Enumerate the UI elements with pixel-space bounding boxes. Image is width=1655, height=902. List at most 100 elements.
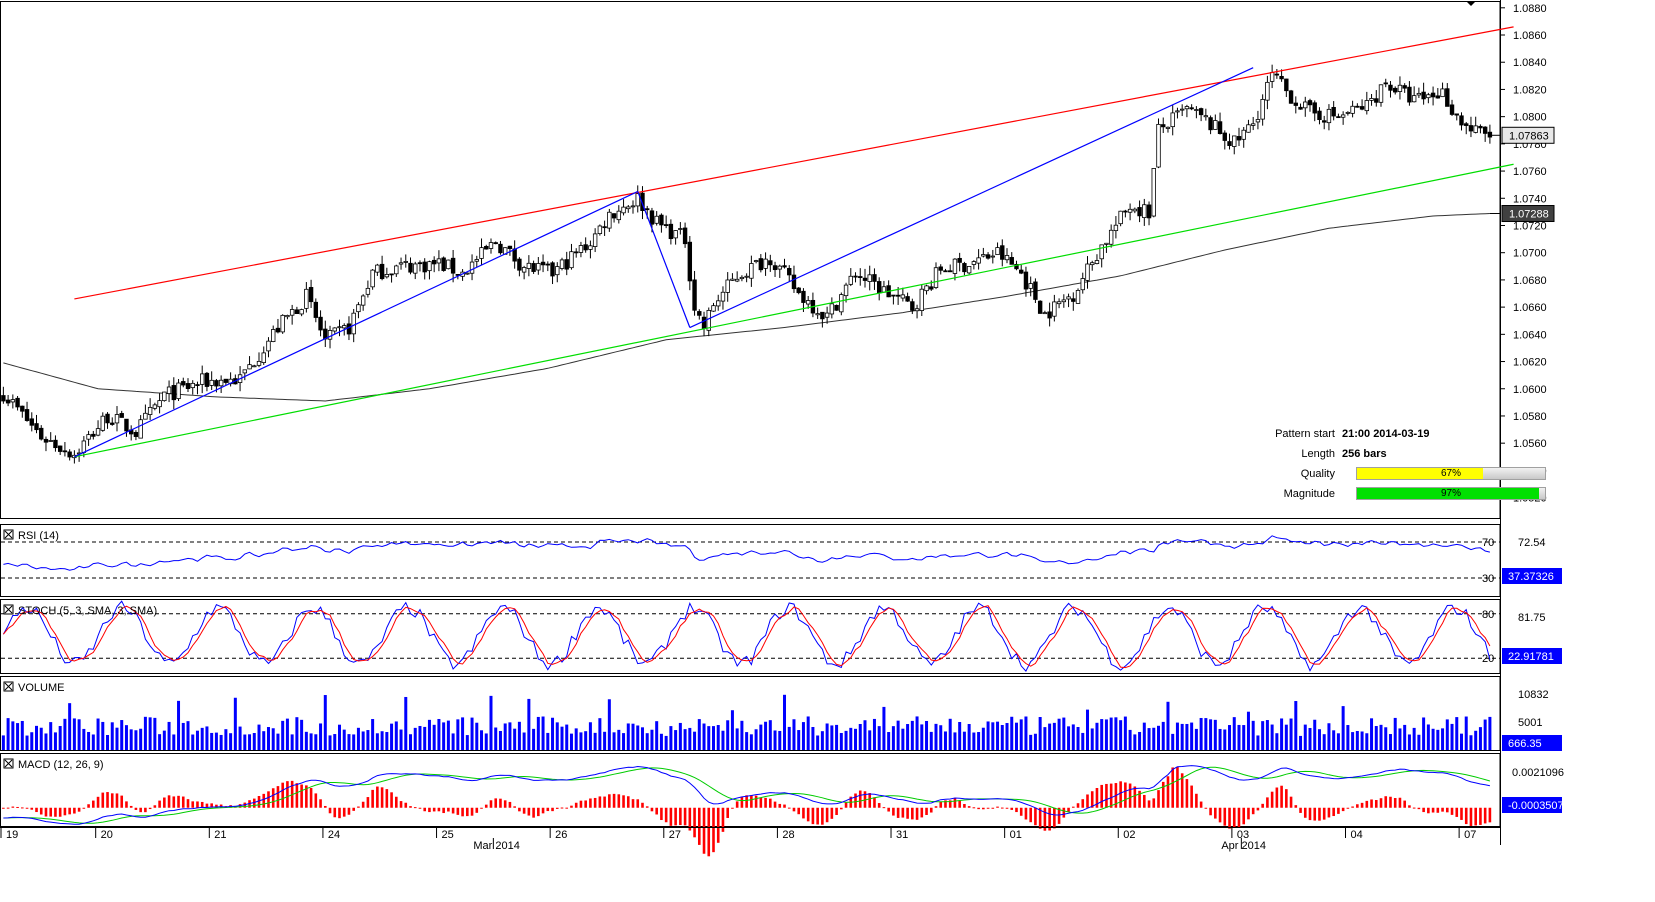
volume-bar [1218, 728, 1222, 750]
volume-bar [63, 718, 67, 750]
candle-body [1407, 86, 1412, 103]
candle-body [1336, 116, 1341, 119]
volume-bar [872, 718, 876, 750]
volume-bar [929, 731, 933, 750]
macd-hist-bar [1469, 807, 1473, 826]
candle-body [1459, 115, 1464, 126]
price-tick-label: 1.0680 [1513, 275, 1547, 287]
candle-body [256, 360, 262, 366]
candle-body [919, 288, 924, 311]
candle-body [687, 241, 693, 282]
volume-bar [546, 732, 550, 750]
volume-bar [1043, 727, 1047, 750]
macd-hist-bar [882, 807, 886, 809]
candle-body [10, 399, 16, 403]
macd-hist-bar [342, 807, 346, 817]
candle-body [176, 382, 181, 400]
macd-hist-bar [49, 807, 53, 817]
stoch-current-box [1502, 648, 1562, 664]
volume-bar [1100, 719, 1104, 750]
candle-body [110, 422, 115, 425]
volume-bar [53, 732, 57, 750]
candle-body [171, 385, 176, 401]
macd-hist-bar [745, 795, 748, 808]
volume-bar [44, 733, 48, 750]
candle-body [914, 308, 920, 312]
sma-line [3, 213, 1490, 402]
candle-body [1217, 121, 1223, 135]
candle-body [1246, 124, 1251, 133]
volume-bar [1147, 728, 1151, 750]
stoch-toggle-cross-icon [4, 605, 13, 614]
volume-bar [882, 706, 886, 750]
macd-hist-bar [376, 786, 379, 808]
macd-hist-bar [319, 799, 322, 808]
volume-bar [934, 723, 938, 750]
volume-bar [1379, 724, 1383, 750]
candle-body [370, 269, 375, 288]
price-tick-label: 1.0660 [1513, 302, 1547, 314]
volume-bar [640, 727, 644, 750]
volume-bar [442, 722, 446, 750]
macd-hist-bar [484, 804, 488, 808]
macd-hist-bar [357, 806, 360, 808]
volume-bar [1029, 734, 1033, 750]
candle-body [730, 278, 735, 281]
pattern-magnitude-row: Magnitude 97% [1240, 485, 1570, 505]
volume-bar [1398, 728, 1402, 750]
volume-bar [1417, 734, 1421, 750]
volume-bar [669, 726, 673, 750]
candle-body [1099, 244, 1104, 260]
macd-hist-bar [645, 806, 649, 808]
candle-body [1388, 84, 1393, 91]
volume-bar [1355, 731, 1359, 750]
candle-body [555, 266, 560, 276]
volume-bar [920, 724, 924, 750]
candle-body [105, 413, 110, 424]
candle-body [512, 248, 517, 262]
candle-body [1179, 108, 1185, 111]
volume-bar [569, 733, 573, 750]
candle-body [540, 261, 546, 266]
macd-hist-bar [96, 796, 100, 808]
macd-hist-bar [603, 796, 606, 808]
volume-bar [314, 734, 318, 750]
candle-body [223, 378, 229, 383]
volume-bar [115, 727, 119, 750]
candle-body [843, 284, 849, 297]
candle-body [493, 242, 498, 245]
volume-bar [1436, 729, 1440, 750]
candle-body [1194, 109, 1199, 111]
macd-hist-bar [16, 806, 19, 808]
candle-body [1080, 278, 1085, 291]
candle-body [588, 245, 593, 250]
price-tick-label: 1.0840 [1513, 57, 1547, 69]
volume-bar [977, 732, 981, 750]
macd-hist-bar [1488, 807, 1492, 823]
candle-body [578, 245, 584, 253]
macd-hist-bar [797, 807, 801, 815]
volume-bar [418, 725, 422, 750]
volume-bar [1123, 716, 1127, 750]
day-tick-label: 27 [669, 829, 681, 841]
day-tick-label: 19 [6, 829, 18, 841]
volume-bar [361, 731, 365, 750]
macd-hist-bar [196, 801, 199, 808]
macd-hist-bar [1199, 801, 1203, 808]
candle-body [114, 414, 120, 424]
volume-bar [328, 735, 332, 750]
candle-body [966, 266, 972, 274]
macd-hist-bar [929, 807, 933, 813]
macd-hist-bar [570, 805, 573, 808]
volume-bar [101, 721, 105, 750]
candle-body [824, 312, 830, 318]
macd-hist-bar [1403, 800, 1406, 808]
macd-hist-bar [1351, 806, 1354, 808]
macd-hist-bar [35, 807, 38, 813]
stoch-current-label: 22.91781 [1508, 651, 1554, 663]
macd-hist-bar [191, 801, 195, 808]
volume-bar [1384, 727, 1388, 750]
macd-axis-label: 0.0021096 [1512, 767, 1564, 779]
volume-bar [1341, 706, 1345, 750]
candle-body [1303, 101, 1308, 109]
